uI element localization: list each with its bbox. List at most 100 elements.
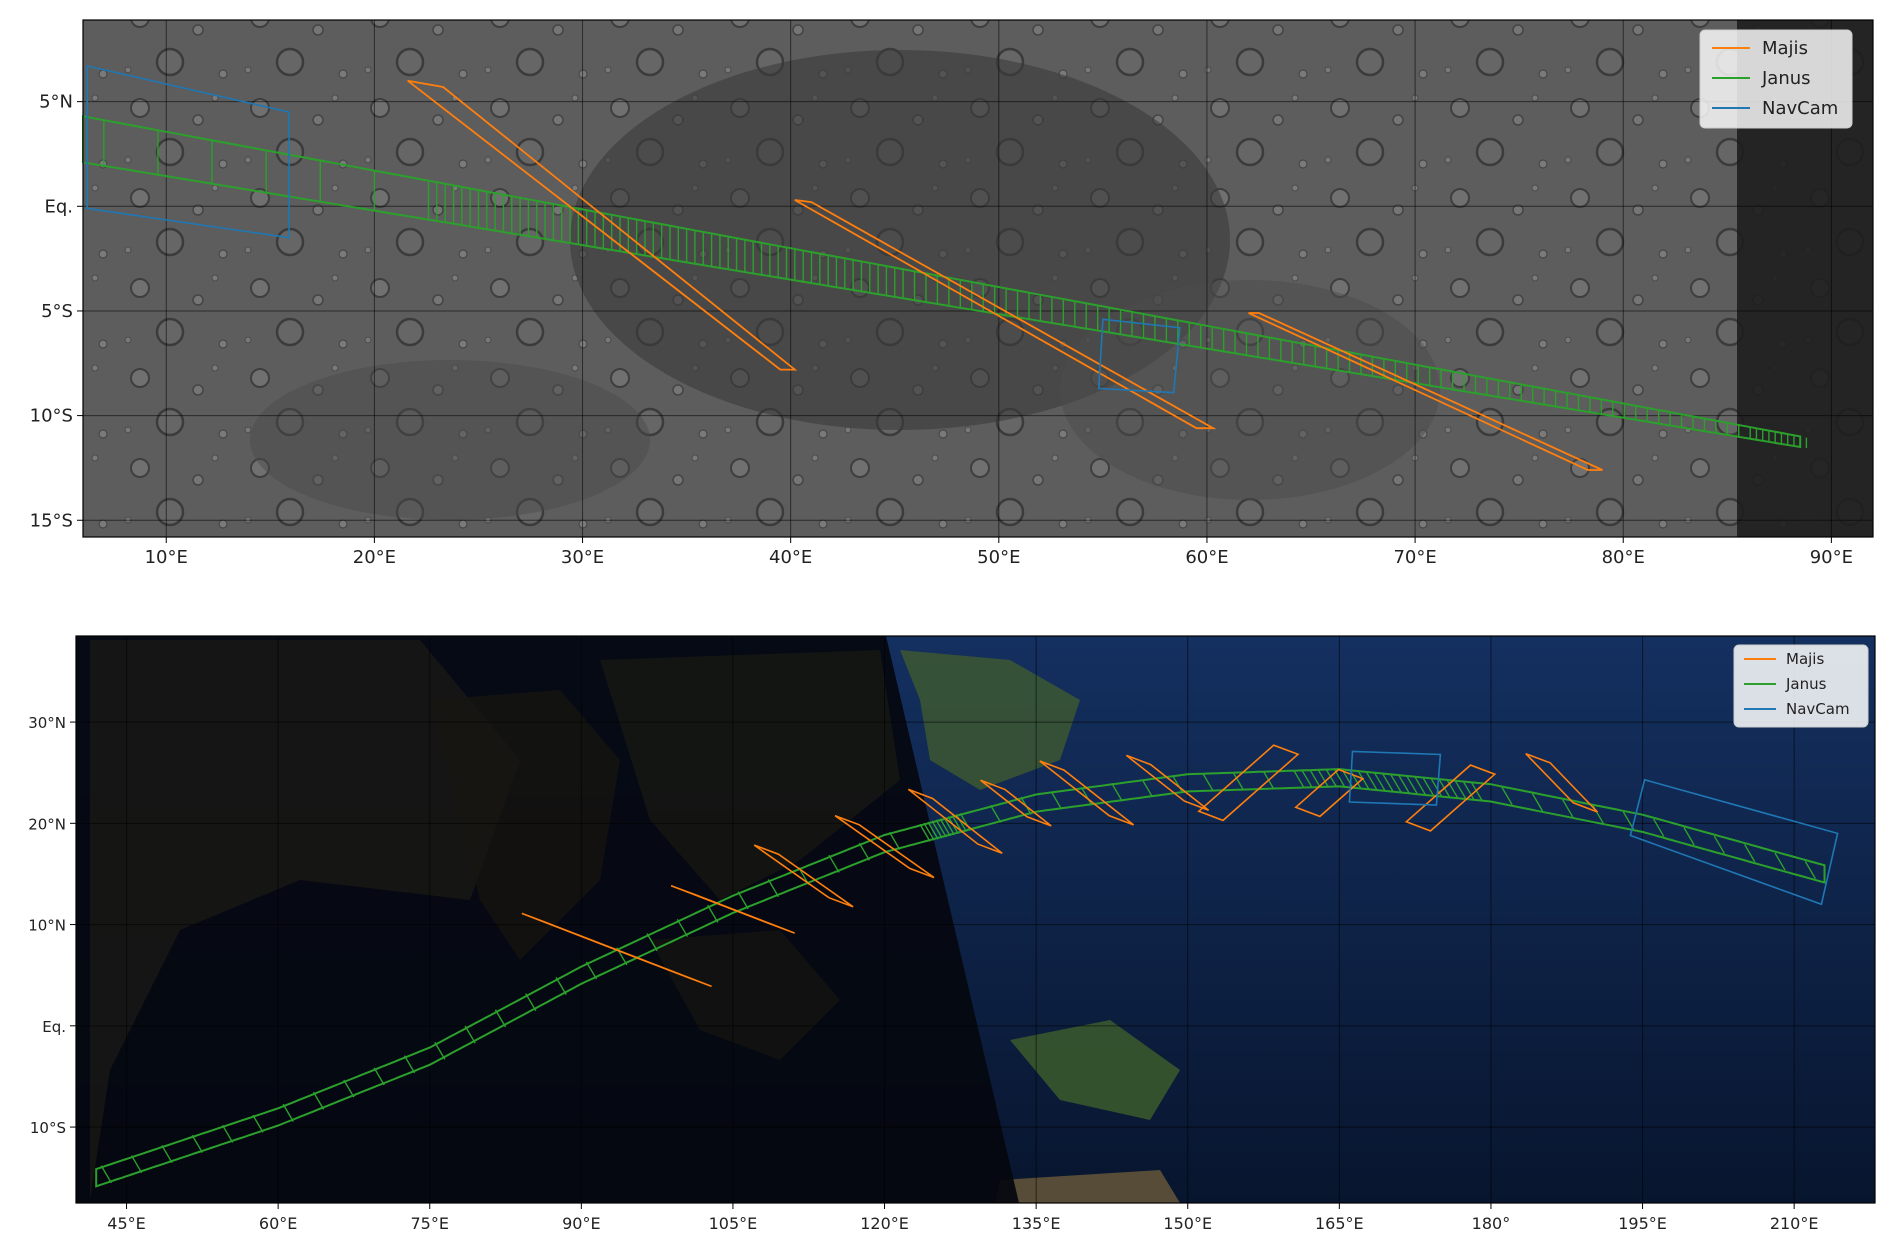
earth-janus-frame [1141, 779, 1153, 798]
earth-legend-majis: Majis [1786, 650, 1824, 668]
earth-janus-frame [1317, 769, 1329, 788]
earth-janus-frame [464, 1025, 476, 1044]
earth-janus-frame [1454, 780, 1467, 799]
earth-majis-swath [1039, 760, 1135, 826]
earth-janus-outline [95, 768, 1826, 1188]
earth-janus-frame [1422, 777, 1434, 796]
earth-janus-frame [828, 854, 840, 873]
earth-janus-frame [525, 993, 537, 1012]
earth-janus-frame [1349, 770, 1362, 789]
earth-xtick-label: 90°E [562, 1214, 600, 1233]
earth-janus-frame [555, 977, 567, 995]
earth-janus-frame [1531, 793, 1544, 812]
moon-xtick-label: 80°E [1602, 547, 1645, 568]
earth-janus-frame [191, 1134, 203, 1153]
earth-janus-frame [1374, 772, 1386, 791]
moon-ytick-label: 15°S [30, 510, 73, 531]
moon-xtick-label: 50°E [977, 547, 1020, 568]
earth-xtick-label: 120°E [860, 1214, 909, 1233]
earth-janus-frame [494, 1009, 507, 1028]
earth-janus-frame [943, 817, 955, 836]
earth-xtick-label: 195°E [1618, 1214, 1667, 1233]
earth-janus-frame [939, 818, 951, 837]
earth-janus-frame [1713, 835, 1726, 854]
moon-xtick-label: 60°E [1185, 547, 1228, 568]
moon-navcam-footprint [1097, 318, 1181, 394]
earth-janus-frame [888, 831, 901, 850]
earth-navcam-footprint [1629, 778, 1839, 906]
earth-majis-swath [980, 779, 1052, 827]
earth-janus-frame [1804, 861, 1816, 879]
earth-janus-frame [1774, 852, 1786, 871]
moon-xtick-label: 30°E [561, 547, 604, 568]
earth-janus-frame [1111, 783, 1123, 802]
earth-janus-frame [1366, 772, 1378, 790]
earth-janus-frame [343, 1079, 355, 1098]
moon-majis-swath [1248, 312, 1603, 471]
earth-janus-frame [858, 842, 870, 861]
earth-xtick-label: 45°E [107, 1214, 145, 1233]
moon-ytick-label: 5°N [39, 92, 73, 113]
earth-janus-frame [1653, 818, 1665, 837]
earth-janus-frame [1501, 787, 1513, 806]
earth-xtick-label: 150°E [1163, 1214, 1212, 1233]
earth-gridlines [76, 636, 1875, 1203]
earth-janus-frame [1622, 811, 1635, 830]
earth-janus-frame [1325, 769, 1337, 787]
earth-janus-track [95, 768, 1826, 1188]
earth-ytick-label: 10°S [30, 1119, 66, 1137]
moon-xtick-label: 10°E [145, 547, 188, 568]
earth-legend: Majis Janus NavCam [1733, 644, 1869, 728]
earth-background [76, 636, 1875, 1203]
earth-majis-swath [1404, 764, 1497, 832]
moon-y-ticks: 5°N Eq. 5°S 10°S 15°S [30, 92, 83, 531]
earth-janus-frame [931, 820, 943, 839]
earth-majis-swaths [521, 744, 1599, 988]
moon-legend-janus: Janus [1761, 68, 1811, 89]
earth-janus-frame [373, 1067, 385, 1086]
earth-janus-frame [1382, 773, 1394, 792]
earth-janus-frame [221, 1124, 234, 1143]
moon-legend-navcam: NavCam [1762, 98, 1838, 119]
earth-janus-frame [1398, 775, 1410, 794]
moon-janus-track [82, 115, 1808, 449]
earth-majis-swath [907, 788, 1003, 854]
earth-majis-swath [834, 814, 935, 879]
moon-xtick-label: 70°E [1393, 547, 1436, 568]
earth-janus-frame [100, 1165, 112, 1184]
earth-majis-swath [753, 844, 854, 908]
earth-janus-frame [1301, 769, 1313, 788]
earth-majis-swath [1197, 744, 1300, 822]
earth-janus-frame [767, 879, 780, 898]
earth-janus-frame [1309, 769, 1321, 788]
earth-janus-frame [955, 814, 968, 833]
earth-xtick-label: 180° [1472, 1214, 1511, 1233]
moon-x-ticks: 10°E 20°E 30°E 40°E 50°E 60°E 70°E 80°E 90°E [145, 537, 1853, 568]
earth-majis-swath [670, 884, 795, 934]
earth-janus-frame [585, 961, 598, 980]
earth-janus-frame [282, 1103, 294, 1122]
earth-janus-frame [1081, 787, 1093, 806]
earth-janus-frame [312, 1091, 325, 1110]
earth-y-ticks: 30°N 20°N 10°N Eq. 10°S [28, 714, 76, 1137]
earth-ytick-label: Eq. [42, 1018, 66, 1036]
earth-majis-swath [1294, 768, 1365, 818]
moon-legend: Majis Janus NavCam [1699, 29, 1853, 129]
moon-navcam-footprint [86, 64, 290, 239]
earth-janus-frame [646, 933, 658, 952]
moon-xtick-label: 20°E [353, 547, 396, 568]
earth-janus-frame [1562, 799, 1574, 818]
earth-janus-frame [1357, 771, 1370, 790]
earth-janus-frame [935, 819, 947, 838]
earth-janus-frame [1471, 782, 1483, 801]
earth-majis-swath [1525, 752, 1599, 813]
earth-ytick-label: 20°N [28, 815, 66, 833]
moon-majis-swaths [407, 79, 1603, 471]
earth-legend-janus: Janus [1785, 675, 1827, 693]
earth-janus-frame [1390, 774, 1402, 793]
earth-x-ticks: 45°E 60°E 75°E 90°E 105°E 120°E 135°E 150°E 165°… [107, 1203, 1818, 1233]
moon-axes-frame [82, 19, 1874, 538]
earth-janus-frame [1463, 781, 1475, 800]
earth-janus-frame [1744, 844, 1756, 863]
